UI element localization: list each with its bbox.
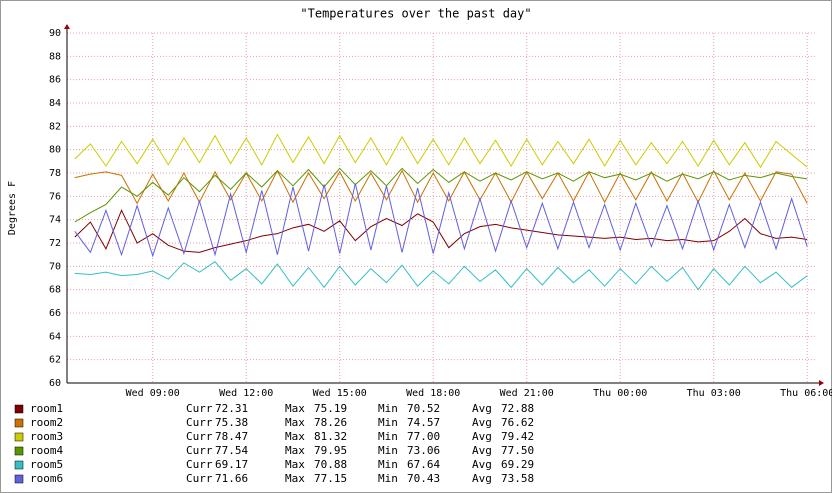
legend-stat-label: Min bbox=[378, 402, 398, 415]
legend-swatch bbox=[14, 432, 24, 442]
x-tick-label: Thu 06:00 bbox=[780, 388, 832, 399]
x-tick-label: Wed 15:00 bbox=[313, 388, 367, 399]
chart-title: "Temperatures over the past day" bbox=[300, 7, 531, 21]
legend-stat-label: Max bbox=[285, 402, 305, 415]
legend-stat-value: 81.32 bbox=[314, 430, 347, 443]
legend-stat-value: 67.64 bbox=[407, 458, 440, 471]
legend-stat-label: Avg bbox=[472, 416, 492, 429]
legend-stat-value: 75.38 bbox=[215, 416, 248, 429]
legend-stat-label: Curr bbox=[186, 416, 213, 429]
y-tick-label: 90 bbox=[49, 28, 61, 39]
legend-stat-label: Avg bbox=[472, 472, 492, 485]
series-line bbox=[74, 169, 808, 205]
legend-stat-label: Max bbox=[285, 444, 305, 457]
series-line bbox=[74, 167, 808, 223]
y-tick-label: 82 bbox=[49, 121, 61, 132]
legend-stat-label: Avg bbox=[472, 402, 492, 415]
legend-label: room1 bbox=[30, 402, 63, 415]
y-tick-label: 72 bbox=[49, 238, 61, 249]
legend-swatch bbox=[14, 404, 24, 414]
legend-stat-value: 71.66 bbox=[215, 472, 248, 485]
legend-label: room3 bbox=[30, 430, 63, 443]
legend-stat-label: Curr bbox=[186, 472, 213, 485]
legend-stat-value: 70.43 bbox=[407, 472, 440, 485]
legend-stat-value: 77.00 bbox=[407, 430, 440, 443]
y-tick-label: 80 bbox=[49, 145, 61, 156]
y-tick-label: 76 bbox=[49, 191, 61, 202]
legend-stat-label: Max bbox=[285, 430, 305, 443]
x-tick-label: Thu 00:00 bbox=[593, 388, 647, 399]
legend-stat-value: 72.31 bbox=[215, 402, 248, 415]
y-tick-label: 74 bbox=[49, 215, 61, 226]
legend-stat-value: 74.57 bbox=[407, 416, 440, 429]
legend-stat-value: 73.06 bbox=[407, 444, 440, 457]
y-axis-label: Degrees F bbox=[7, 181, 18, 235]
x-tick-label: Wed 09:00 bbox=[126, 388, 180, 399]
series-line bbox=[74, 183, 808, 258]
legend-label: room5 bbox=[30, 458, 63, 471]
legend-stat-value: 79.42 bbox=[501, 430, 534, 443]
legend-stat-label: Curr bbox=[186, 402, 213, 415]
legend-stat-value: 73.58 bbox=[501, 472, 534, 485]
legend-stat-label: Min bbox=[378, 458, 398, 471]
y-tick-label: 66 bbox=[49, 308, 61, 319]
legend-stat-value: 69.29 bbox=[501, 458, 534, 471]
y-tick-label: 86 bbox=[49, 75, 61, 86]
legend-stat-value: 69.17 bbox=[215, 458, 248, 471]
series-line bbox=[74, 261, 808, 291]
legend-label: room6 bbox=[30, 472, 63, 485]
legend-label: room2 bbox=[30, 416, 63, 429]
legend-stat-label: Curr bbox=[186, 458, 213, 471]
legend-swatch bbox=[14, 418, 24, 428]
legend-swatch bbox=[14, 460, 24, 470]
series-line bbox=[74, 133, 808, 169]
x-tick-label: Wed 12:00 bbox=[219, 388, 273, 399]
legend-stat-label: Min bbox=[378, 472, 398, 485]
x-tick-label: Thu 03:00 bbox=[687, 388, 741, 399]
legend-stat-label: Max bbox=[285, 416, 305, 429]
y-tick-label: 68 bbox=[49, 285, 61, 296]
y-tick-label: 62 bbox=[49, 355, 61, 366]
legend-stat-label: Max bbox=[285, 458, 305, 471]
legend-stat-value: 75.19 bbox=[314, 402, 347, 415]
legend-label: room4 bbox=[30, 444, 63, 457]
x-tick-label: Wed 18:00 bbox=[406, 388, 460, 399]
legend-stat-value: 77.54 bbox=[215, 444, 248, 457]
y-tick-label: 84 bbox=[49, 98, 61, 109]
legend-stat-label: Max bbox=[285, 472, 305, 485]
legend-stat-value: 72.88 bbox=[501, 402, 534, 415]
legend-stat-value: 70.88 bbox=[314, 458, 347, 471]
legend-stat-value: 78.47 bbox=[215, 430, 248, 443]
legend-swatch bbox=[14, 446, 24, 456]
legend-stat-label: Min bbox=[378, 416, 398, 429]
y-tick-label: 70 bbox=[49, 261, 61, 272]
y-tick-label: 64 bbox=[49, 331, 61, 342]
legend-stat-label: Avg bbox=[472, 458, 492, 471]
x-tick-label: Wed 21:00 bbox=[500, 388, 554, 399]
legend-stat-label: Min bbox=[378, 444, 398, 457]
legend-stat-value: 79.95 bbox=[314, 444, 347, 457]
legend-stat-value: 78.26 bbox=[314, 416, 347, 429]
legend-stat-label: Min bbox=[378, 430, 398, 443]
legend-stat-label: Avg bbox=[472, 444, 492, 457]
legend-stat-value: 77.15 bbox=[314, 472, 347, 485]
legend-stat-value: 70.52 bbox=[407, 402, 440, 415]
y-tick-label: 88 bbox=[49, 51, 61, 62]
y-tick-label: 78 bbox=[49, 168, 61, 179]
legend-stat-value: 77.50 bbox=[501, 444, 534, 457]
legend-swatch bbox=[14, 474, 24, 484]
y-tick-label: 60 bbox=[49, 378, 61, 389]
axis-arrow bbox=[64, 24, 70, 29]
legend-stat-label: Curr bbox=[186, 430, 213, 443]
legend-stat-label: Curr bbox=[186, 444, 213, 457]
legend-stat-value: 76.62 bbox=[501, 416, 534, 429]
axis-arrow bbox=[819, 380, 824, 386]
legend-stat-label: Avg bbox=[472, 430, 492, 443]
